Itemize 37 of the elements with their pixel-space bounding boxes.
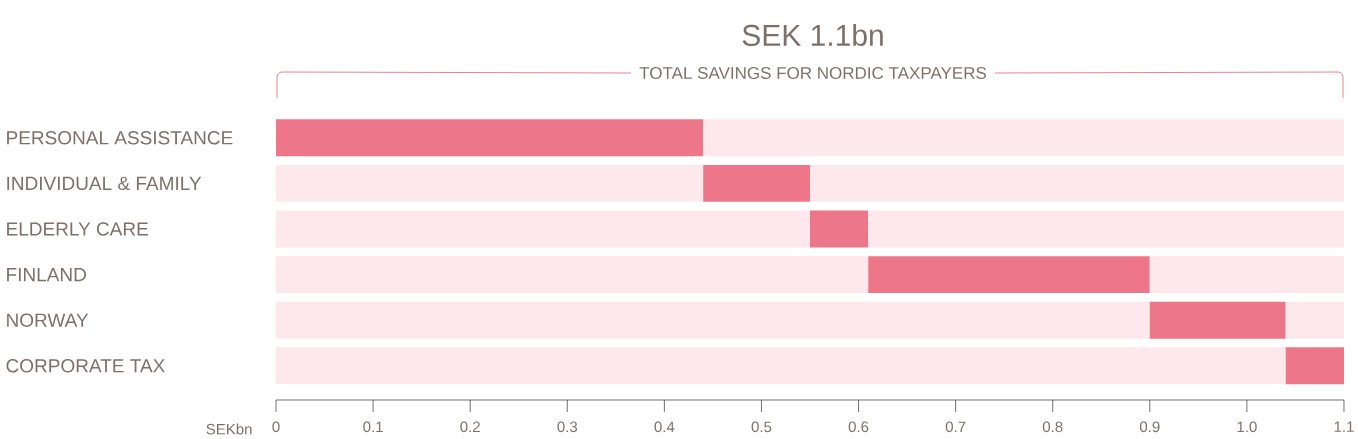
bar xyxy=(276,119,704,157)
y-tick-label: INDIVIDUAL & FAMILY xyxy=(7,176,202,191)
bar xyxy=(868,210,1344,248)
x-tick-label: 1.1 xyxy=(1334,421,1354,432)
y-tick-label: ELDERLY CARE xyxy=(7,222,148,236)
bar xyxy=(276,347,1286,385)
bar xyxy=(1149,256,1344,294)
bar xyxy=(703,119,1344,157)
x-tick-label: 0.4 xyxy=(654,421,675,433)
x-tick-label: 0.1 xyxy=(363,421,383,433)
bar xyxy=(1285,301,1344,339)
chart-subtitle: TOTAL SAVINGS FOR NORDIC TAXPAYERS xyxy=(639,66,987,80)
x-tick-label: 0.2 xyxy=(460,421,480,433)
x-tick-label: 0.5 xyxy=(751,421,772,433)
bar xyxy=(276,164,704,202)
bar xyxy=(703,164,810,202)
bar xyxy=(810,210,869,248)
x-tick-label: 0.6 xyxy=(848,421,869,433)
x-axis-title: SEKbn xyxy=(206,423,252,435)
x-tick-label: 0 xyxy=(272,421,280,433)
bar xyxy=(276,301,1150,339)
bar xyxy=(276,210,810,248)
x-tick-label: 0.9 xyxy=(1139,421,1160,433)
bar xyxy=(276,256,869,294)
x-tick-label: 0.7 xyxy=(945,421,966,433)
bar xyxy=(1149,301,1286,339)
bar xyxy=(810,164,1344,202)
x-tick-label: 0.3 xyxy=(557,421,578,433)
chart-title: SEK 1.1bn xyxy=(742,23,883,47)
bar xyxy=(1285,347,1344,385)
y-tick-label: FINLAND xyxy=(7,268,86,282)
x-tick-label: 1.0 xyxy=(1237,421,1257,433)
bar xyxy=(868,256,1150,294)
x-tick-label: 0.8 xyxy=(1042,421,1063,433)
y-tick-label: CORPORATE TAX xyxy=(6,359,165,373)
y-tick-label: NORWAY xyxy=(7,313,89,327)
y-tick-label: PERSONAL ASSISTANCE xyxy=(7,131,233,145)
